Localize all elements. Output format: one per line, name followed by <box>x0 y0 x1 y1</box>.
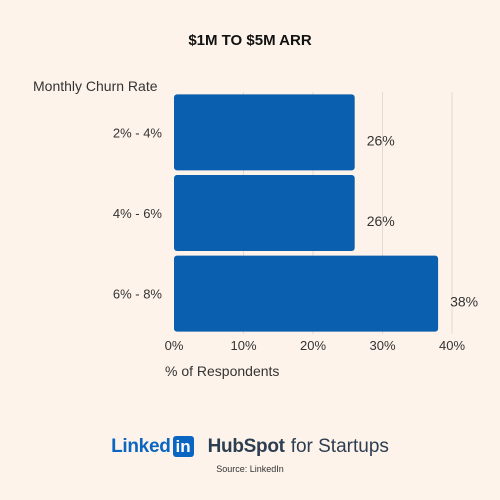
category-labels: 2% - 4% 4% - 6% 6% - 8% <box>113 125 163 301</box>
x-tick-labels: 0% 10% 20% 30% 40% <box>165 338 466 353</box>
data-label: 26% <box>367 213 395 229</box>
y-axis-label: Monthly Churn Rate <box>33 78 158 94</box>
bar <box>174 94 355 171</box>
chart-title: $1M TO $5M ARR <box>188 32 312 49</box>
linkedin-logo: Linked in <box>111 436 194 458</box>
linkedin-logo-word: Linked <box>111 436 171 457</box>
hubspot-tagline: for Startups <box>290 436 389 457</box>
x-tick-label: 40% <box>439 338 465 353</box>
bars <box>174 94 439 332</box>
linkedin-logo-box: in <box>172 436 194 457</box>
x-axis-label: % of Respondents <box>165 363 279 379</box>
data-label: 38% <box>450 294 478 310</box>
category-label: 6% - 8% <box>113 287 163 302</box>
source-note: Source: LinkedIn <box>216 464 284 474</box>
bar <box>174 255 439 332</box>
x-tick-label: 10% <box>230 338 256 353</box>
footer-logos: Linked in HubSpot for Startups <box>0 436 500 458</box>
category-label: 2% - 4% <box>113 125 163 140</box>
hubspot-logo: HubSpot <box>207 436 285 457</box>
category-label: 4% - 6% <box>113 206 163 221</box>
data-label: 26% <box>367 132 395 148</box>
data-labels: 26% 26% 38% <box>367 132 478 309</box>
x-tick-label: 0% <box>165 338 184 353</box>
bar <box>174 175 355 251</box>
x-tick-label: 20% <box>300 338 326 353</box>
x-tick-label: 30% <box>369 338 395 353</box>
